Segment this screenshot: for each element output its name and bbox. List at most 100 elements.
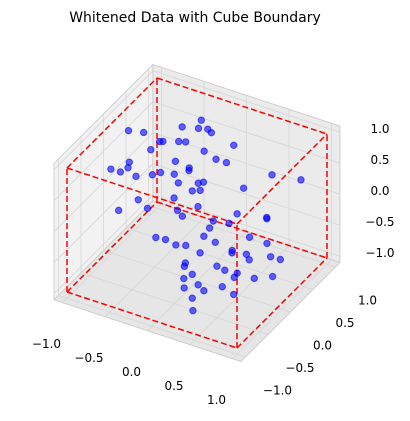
point (180, 262, 189, 271)
point (209, 217, 218, 225)
point (170, 194, 178, 202)
point (245, 256, 253, 264)
x-tick-label: 0.0 (122, 365, 141, 379)
point (180, 284, 188, 292)
point (194, 202, 202, 211)
y-tick-label: 0.0 (313, 339, 332, 353)
point (147, 146, 155, 154)
point (268, 171, 276, 179)
z-tick-label: 0.5 (370, 153, 389, 167)
z-tick-label: −0.5 (365, 215, 394, 229)
point (107, 165, 115, 173)
grid-line (53, 132, 154, 232)
boundary-edge (236, 257, 328, 349)
point (212, 155, 220, 163)
point (182, 241, 190, 250)
point (222, 158, 231, 167)
point (194, 179, 202, 187)
point (178, 123, 186, 131)
point (188, 187, 196, 195)
grid-line (53, 163, 154, 263)
point (132, 172, 140, 181)
z-tick-label: 0.0 (370, 184, 389, 198)
point (170, 170, 178, 178)
grid-line (103, 250, 291, 313)
point (116, 168, 125, 176)
point (152, 233, 160, 242)
point (218, 283, 226, 291)
point (124, 126, 133, 135)
point (205, 224, 214, 232)
point (211, 238, 219, 247)
point (185, 166, 193, 175)
boundary-edge (66, 167, 238, 225)
chart-title: Whitened Data with Cube Boundary (69, 10, 321, 26)
point (276, 255, 285, 264)
z-tick-label: 1.0 (370, 122, 389, 136)
x-tick-label: −1.0 (32, 337, 61, 351)
point (188, 270, 196, 279)
point (207, 128, 216, 137)
x-tick-label: −0.5 (74, 351, 103, 365)
point (148, 171, 157, 179)
point (250, 274, 258, 283)
point (175, 137, 183, 146)
x-tick-label: 1.0 (207, 393, 226, 407)
point (221, 266, 229, 274)
point (266, 253, 275, 261)
point (245, 233, 254, 241)
point (172, 241, 180, 249)
point (124, 164, 132, 172)
grid-line (152, 70, 341, 133)
point (143, 204, 152, 213)
point (230, 273, 238, 282)
grid-line (58, 295, 246, 358)
point (297, 176, 305, 184)
boundary-edge (156, 77, 328, 135)
point (263, 215, 271, 223)
point (180, 274, 188, 283)
y-tick-label: −0.5 (285, 361, 314, 375)
point (159, 137, 167, 146)
boundary-edge (66, 201, 158, 293)
point (114, 206, 123, 215)
point (230, 290, 238, 299)
point (200, 287, 208, 295)
point (200, 147, 208, 155)
point (178, 212, 187, 220)
point (197, 116, 206, 124)
point (228, 246, 236, 255)
point (134, 196, 142, 204)
point (156, 168, 165, 177)
grid-line (53, 194, 154, 294)
point (230, 141, 238, 149)
point (200, 232, 208, 240)
point (263, 239, 271, 248)
point (225, 219, 233, 228)
boundary-edge (66, 77, 158, 169)
point (139, 128, 148, 137)
grid-line (53, 70, 154, 170)
grid-line (53, 101, 154, 201)
y-tick-label: 1.0 (358, 294, 377, 308)
boundary-edge (156, 201, 328, 259)
grid-line (152, 194, 341, 257)
point (181, 138, 190, 146)
grid-line (152, 163, 341, 226)
point (239, 184, 248, 192)
point (194, 281, 202, 289)
point (196, 249, 204, 257)
point (174, 179, 183, 187)
point (171, 157, 180, 166)
point (189, 306, 197, 315)
point (268, 272, 277, 281)
point (173, 206, 182, 215)
point (188, 294, 196, 302)
boundary-edge (236, 133, 328, 225)
point (194, 124, 203, 133)
y-tick-label: −1.0 (263, 384, 292, 398)
boundary-edge (66, 291, 238, 349)
point (233, 210, 241, 218)
point (213, 262, 221, 270)
